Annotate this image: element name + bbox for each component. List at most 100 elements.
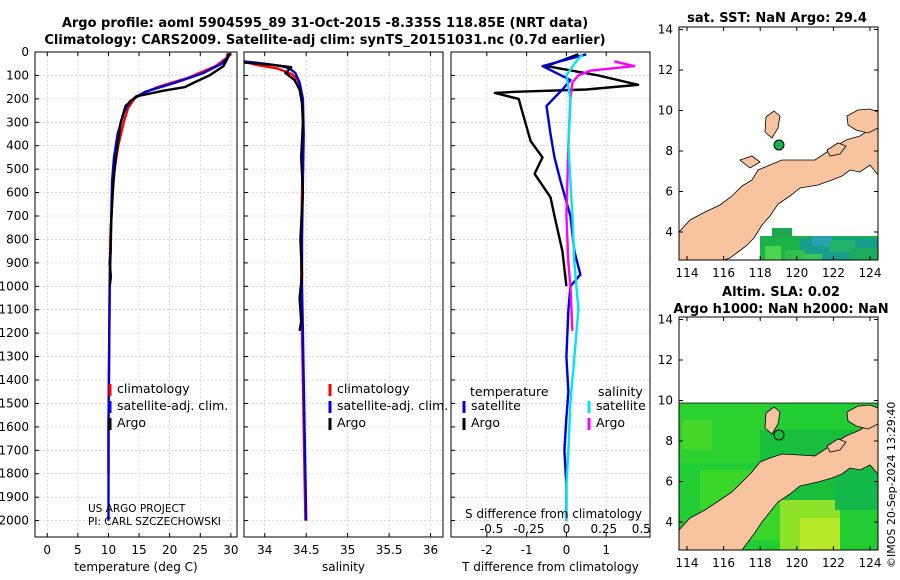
map-xtick-label: 118: [749, 266, 772, 280]
map-ytick-label: 8: [665, 144, 673, 158]
s-diff-tick-label: -0.25: [513, 522, 544, 536]
credit-line-2: PI: CARL SZCZECHOWSKI: [88, 516, 221, 528]
series-satellite-adj-clim-: [107, 52, 231, 521]
map-xtick-label: 120: [785, 266, 808, 280]
xtick-label: 20: [162, 543, 177, 557]
axes-frame: [243, 51, 444, 538]
x-axis-label: T difference from climatology: [461, 560, 639, 574]
s-diff-axis-label: S difference from climatology: [465, 507, 642, 521]
s-diff-tick-label: -0.5: [480, 522, 503, 536]
legend-label: satellite-adj. clim.: [117, 398, 228, 413]
ytick-label: 900: [6, 256, 29, 270]
legend-label: climatology: [117, 381, 190, 396]
x-axis-label: salinity: [322, 560, 365, 574]
panel-difference: -2 -1 0 1 T difference from climatology tempe…: [450, 51, 651, 574]
sst-argo-marker: [773, 139, 785, 151]
ytick-label: 400: [6, 139, 29, 153]
map-ytick-label: 12: [658, 63, 673, 77]
ytick-label: 1600: [0, 420, 29, 434]
ytick-label: 1800: [0, 467, 29, 481]
xtick-label: 35.5: [376, 543, 403, 557]
ytick-label: 300: [6, 115, 29, 129]
map-xtick-label: 124: [859, 556, 882, 570]
credit-line-1: US ARGO PROJECT: [88, 503, 186, 515]
map-xtick-label: 114: [676, 266, 699, 280]
series-argo: [108, 52, 231, 287]
ytick-label: 1000: [0, 279, 29, 293]
map-ytick-label: 4: [665, 225, 673, 239]
plot-area: [35, 52, 237, 537]
imos-watermark: ©IMOS 20-Sep-2024 13:29:40: [885, 402, 898, 568]
legend-label: Argo: [471, 415, 500, 430]
sst-map: sat. SST: NaN Argo: 29.4 114 116 118 120 122…: [658, 11, 882, 280]
sla-map: Altim. SLA: 0.02 Argo h1000: NaN h2000: …: [658, 285, 889, 570]
map-ytick-label: 6: [665, 185, 673, 199]
xtick-label: 25: [193, 543, 208, 557]
sla-argo-marker: [773, 429, 785, 441]
ytick-label: 1400: [0, 373, 29, 387]
plot-area: [451, 52, 650, 537]
series-temperature-argo: [493, 53, 640, 287]
ytick-label: 1900: [0, 490, 29, 504]
ytick-label: 800: [6, 232, 29, 246]
legend-label: satellite-adj. clim.: [337, 398, 448, 413]
ytick-label: 500: [6, 162, 29, 176]
map-xtick-label: 122: [822, 556, 845, 570]
title-line-1: Argo profile: aoml 5904595_89 31-Oct-201…: [62, 16, 588, 31]
s-diff-tick-label: 0: [563, 522, 571, 536]
xtick-label: 0: [563, 543, 571, 557]
sla-map-title-2: Argo h1000: NaN h2000: NaN: [673, 302, 888, 317]
legend-title-salinity: salinity: [598, 384, 643, 399]
panel-temperature: 0 5 10 15 20 25 30 temperature (deg C) 0 100 200 30…: [0, 45, 239, 574]
legend-label: satellite: [471, 398, 521, 413]
xtick-label: 0: [43, 543, 51, 557]
ytick-label: 700: [6, 209, 29, 223]
legend-label: Argo: [337, 415, 366, 430]
xtick-label: 15: [131, 543, 146, 557]
ytick-label: 1100: [0, 303, 29, 317]
s-diff-tick-label: 0.25: [590, 522, 617, 536]
xtick-label: 1: [602, 543, 610, 557]
map-xtick-label: 124: [859, 266, 882, 280]
legend-title-temperature: temperature: [470, 384, 549, 399]
series-salinity-satellite: [565, 53, 584, 521]
ytick-label: 100: [6, 68, 29, 82]
axes-frame: [34, 51, 238, 538]
map-ytick-label: 12: [658, 353, 673, 367]
ytick-label: 600: [6, 186, 29, 200]
map-xtick-label: 118: [749, 556, 772, 570]
xtick-label: -2: [481, 543, 493, 557]
map-ytick-label: 10: [658, 394, 673, 408]
plot-area: [244, 52, 443, 537]
map-xtick-label: 116: [712, 556, 735, 570]
ytick-label: 200: [6, 92, 29, 106]
ytick-label: 1300: [0, 350, 29, 364]
xtick-label: 5: [74, 543, 82, 557]
xtick-label: 34: [257, 543, 272, 557]
xtick-label: 30: [223, 543, 238, 557]
xtick-label: 10: [101, 543, 116, 557]
x-axis-label: temperature (deg C): [74, 560, 197, 574]
map-xtick-label: 120: [785, 556, 808, 570]
sst-data-patch: [760, 228, 878, 260]
map-ytick-label: 10: [658, 104, 673, 118]
xtick-label: 35: [340, 543, 355, 557]
map-xtick-label: 114: [676, 556, 699, 570]
ytick-label: 1500: [0, 396, 29, 410]
sst-map-frame: [678, 26, 879, 261]
map-xtick-label: 116: [712, 266, 735, 280]
s-diff-tick-label: 0.5: [632, 522, 651, 536]
series-argo: [243, 61, 305, 332]
map-ytick-label: 4: [665, 515, 673, 529]
sst-map-title: sat. SST: NaN Argo: 29.4: [687, 11, 867, 26]
map-ytick-label: 8: [665, 434, 673, 448]
xtick-label: 36: [423, 543, 438, 557]
map-ytick-label: 14: [658, 313, 673, 327]
map-ytick-label: 14: [658, 23, 673, 37]
legend-label: Argo: [596, 415, 625, 430]
sst-land: [678, 108, 879, 261]
xtick-label: -1: [521, 543, 533, 557]
ytick-label: 1700: [0, 443, 29, 457]
